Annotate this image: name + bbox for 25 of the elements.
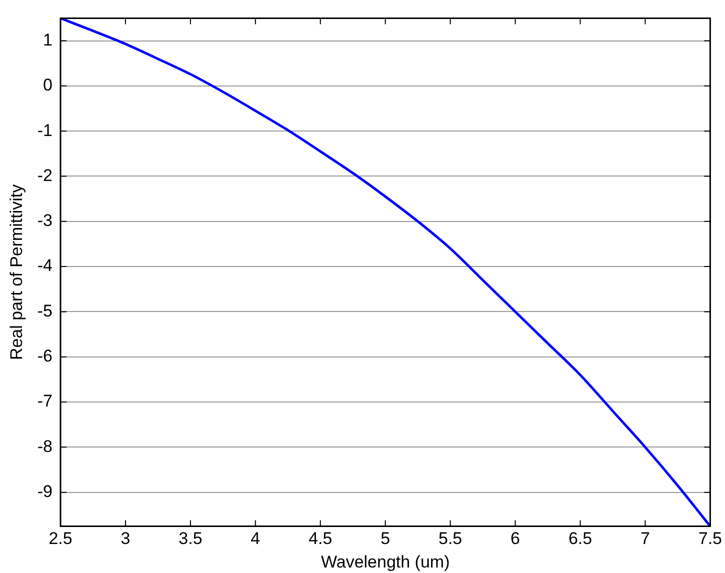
y-tick-label: -2 (37, 166, 53, 185)
x-tick-label: 5.5 (438, 529, 462, 548)
y-axis-title: Real part of Permittivity (6, 184, 26, 360)
x-tick-label: 7 (640, 529, 650, 548)
y-tick-label: -7 (37, 392, 53, 411)
x-tick-label: 4.5 (308, 529, 332, 548)
y-tick-label: -5 (37, 301, 53, 320)
y-tick-label: -6 (37, 346, 53, 366)
y-tick-label: -3 (37, 211, 53, 230)
y-tick-label: -9 (37, 482, 53, 502)
x-tick-label: 7.5 (698, 529, 722, 548)
y-tick-label: 1 (43, 30, 53, 50)
x-tick-label: 6 (510, 529, 520, 548)
x-tick-label: 2.5 (48, 529, 72, 548)
y-tick-label: -1 (37, 120, 53, 140)
y-tick-label: -4 (37, 256, 53, 276)
line-series (60, 18, 710, 526)
x-axis-title: Wavelength (um) (320, 552, 450, 572)
x-tick-label: 4 (250, 529, 260, 548)
x-tick-label: 3.5 (178, 529, 202, 548)
x-tick-label: 6.5 (568, 529, 592, 548)
y-tick-label: -8 (37, 436, 53, 456)
x-tick-label: 3 (120, 529, 130, 548)
y-tick-label: 0 (43, 76, 53, 95)
x-tick-label: 5 (380, 529, 390, 548)
